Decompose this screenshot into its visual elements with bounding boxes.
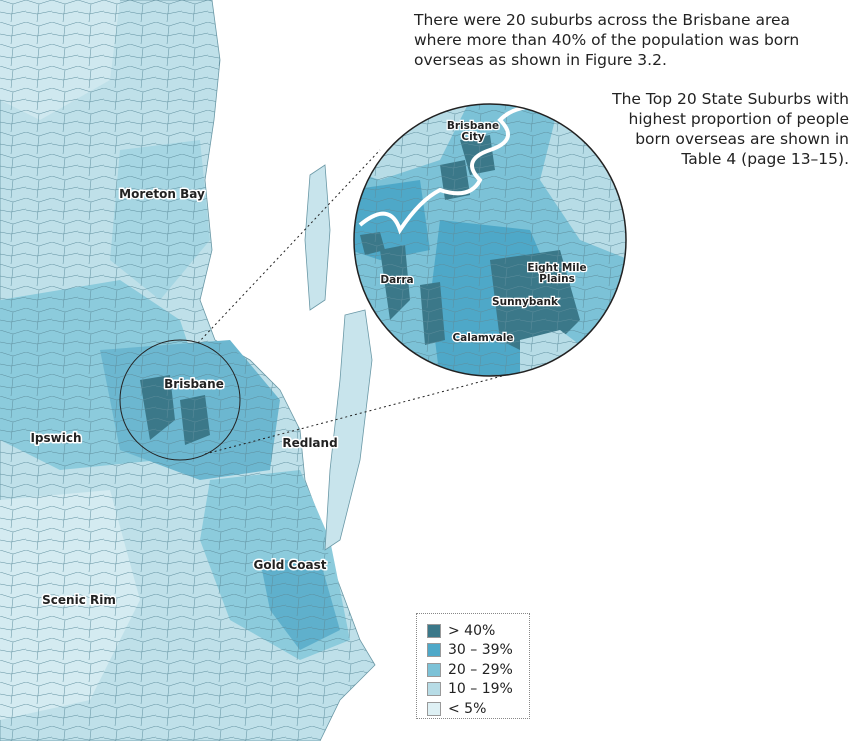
legend-swatch [427,623,441,638]
inset-label: Eight Mile [527,262,586,274]
text-line: Table 4 (page 13–15). [681,150,849,168]
mainland [0,0,376,741]
map-label: Gold Coast [253,558,326,572]
text-line: where more than 40% of the population wa… [414,31,800,49]
map-label: Scenic Rim [42,593,116,607]
inset-label: Brisbane [447,120,499,132]
legend-label: 30 – 39% [448,642,513,659]
legend-label: 10 – 19% [448,681,513,698]
text-line: There were 20 suburbs across the Brisban… [414,11,791,29]
inset-label: City [461,131,484,143]
paragraph: The Top 20 State Suburbs with highest pro… [612,89,849,169]
text-line: highest proportion of people [628,110,849,128]
text-line: The Top 20 State Suburbs with [612,90,849,108]
text-line: born overseas are shown in [635,130,849,148]
inset-label: Calamvale [452,332,513,344]
map-label: Redland [282,436,337,450]
legend-label: 20 – 29% [448,661,513,678]
map-label: Moreton Bay [119,187,205,201]
legend-entry: < 5% [427,699,529,719]
inset-circle [353,103,627,377]
legend-label: > 40% [448,622,496,639]
inset-label: Sunnybank [492,296,559,308]
legend-swatch [427,643,441,658]
legend-label: < 5% [448,700,487,717]
legend-swatch [427,682,441,697]
legend-entry: > 40% [427,621,529,641]
connector [204,369,526,455]
islands [304,164,373,551]
legend-entry: 30 – 39% [427,641,529,661]
inset-label: Plains [539,273,575,285]
legend-swatch [427,701,441,716]
map-label: Ipswich [30,431,81,445]
inset-map [354,104,626,376]
inset-label: Darra [380,274,413,286]
legend: > 40% 30 – 39% 20 – 29% 10 – 19% < 5% [416,613,530,719]
legend-entry: 10 – 19% [427,680,529,700]
connector [197,149,381,344]
text-line: overseas as shown in Figure 3.2. [414,51,667,69]
focus-circle [119,339,241,461]
legend-entry: 20 – 29% [427,660,529,680]
legend-swatch [427,662,441,677]
paragraph: There were 20 suburbs across the Brisban… [414,10,799,70]
map-label: Brisbane [164,377,224,391]
